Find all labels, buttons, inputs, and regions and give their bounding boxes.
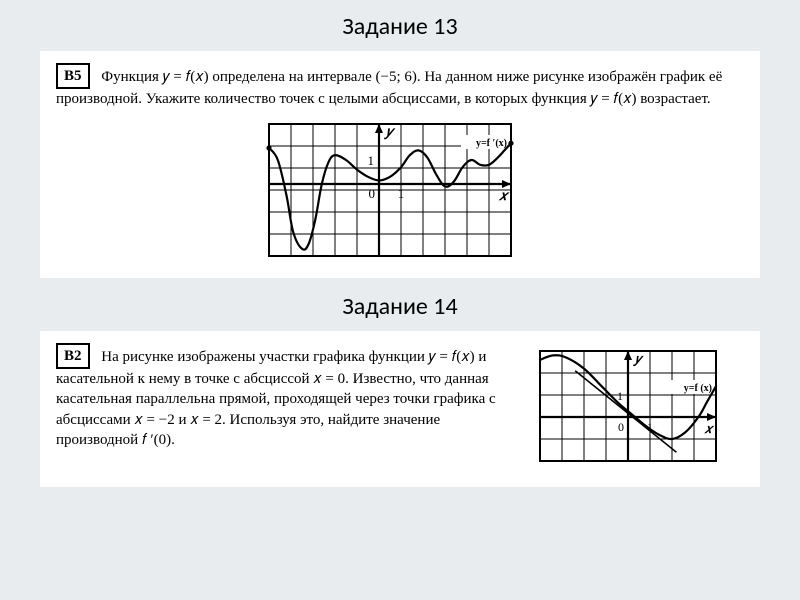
svg-text:0: 0 [618, 420, 624, 434]
badge-13: В5 [56, 63, 90, 89]
problem-13-text: Функция 𝑦 = 𝑓(𝑥) определена на интервале… [56, 69, 722, 107]
svg-text:1: 1 [398, 186, 405, 201]
problem-13: В5 Функция 𝑦 = 𝑓(𝑥) определена на интерв… [40, 51, 760, 278]
chart-14: 011𝑥𝑦y=f (x) [532, 345, 744, 467]
title-13: Задание 13 [40, 12, 760, 41]
svg-text:0: 0 [369, 186, 376, 201]
chart-14-wrap: 011𝑥𝑦y=f (x) [532, 345, 744, 473]
problem-14-text: На рисунке изображены участки графика фу… [56, 349, 496, 448]
title-14: Задание 14 [40, 292, 760, 321]
chart-13-wrap: 011𝑥𝑦y=f ′(x) [56, 118, 744, 268]
chart-13: 011𝑥𝑦y=f ′(x) [261, 118, 539, 262]
svg-text:1: 1 [617, 389, 623, 403]
svg-text:1: 1 [368, 153, 375, 168]
svg-text:y=f ′(x): y=f ′(x) [476, 138, 507, 149]
badge-14: В2 [56, 343, 90, 369]
svg-text:y=f (x): y=f (x) [684, 383, 712, 394]
problem-14: 011𝑥𝑦y=f (x) В2 На рисунке изображены уч… [40, 331, 760, 487]
